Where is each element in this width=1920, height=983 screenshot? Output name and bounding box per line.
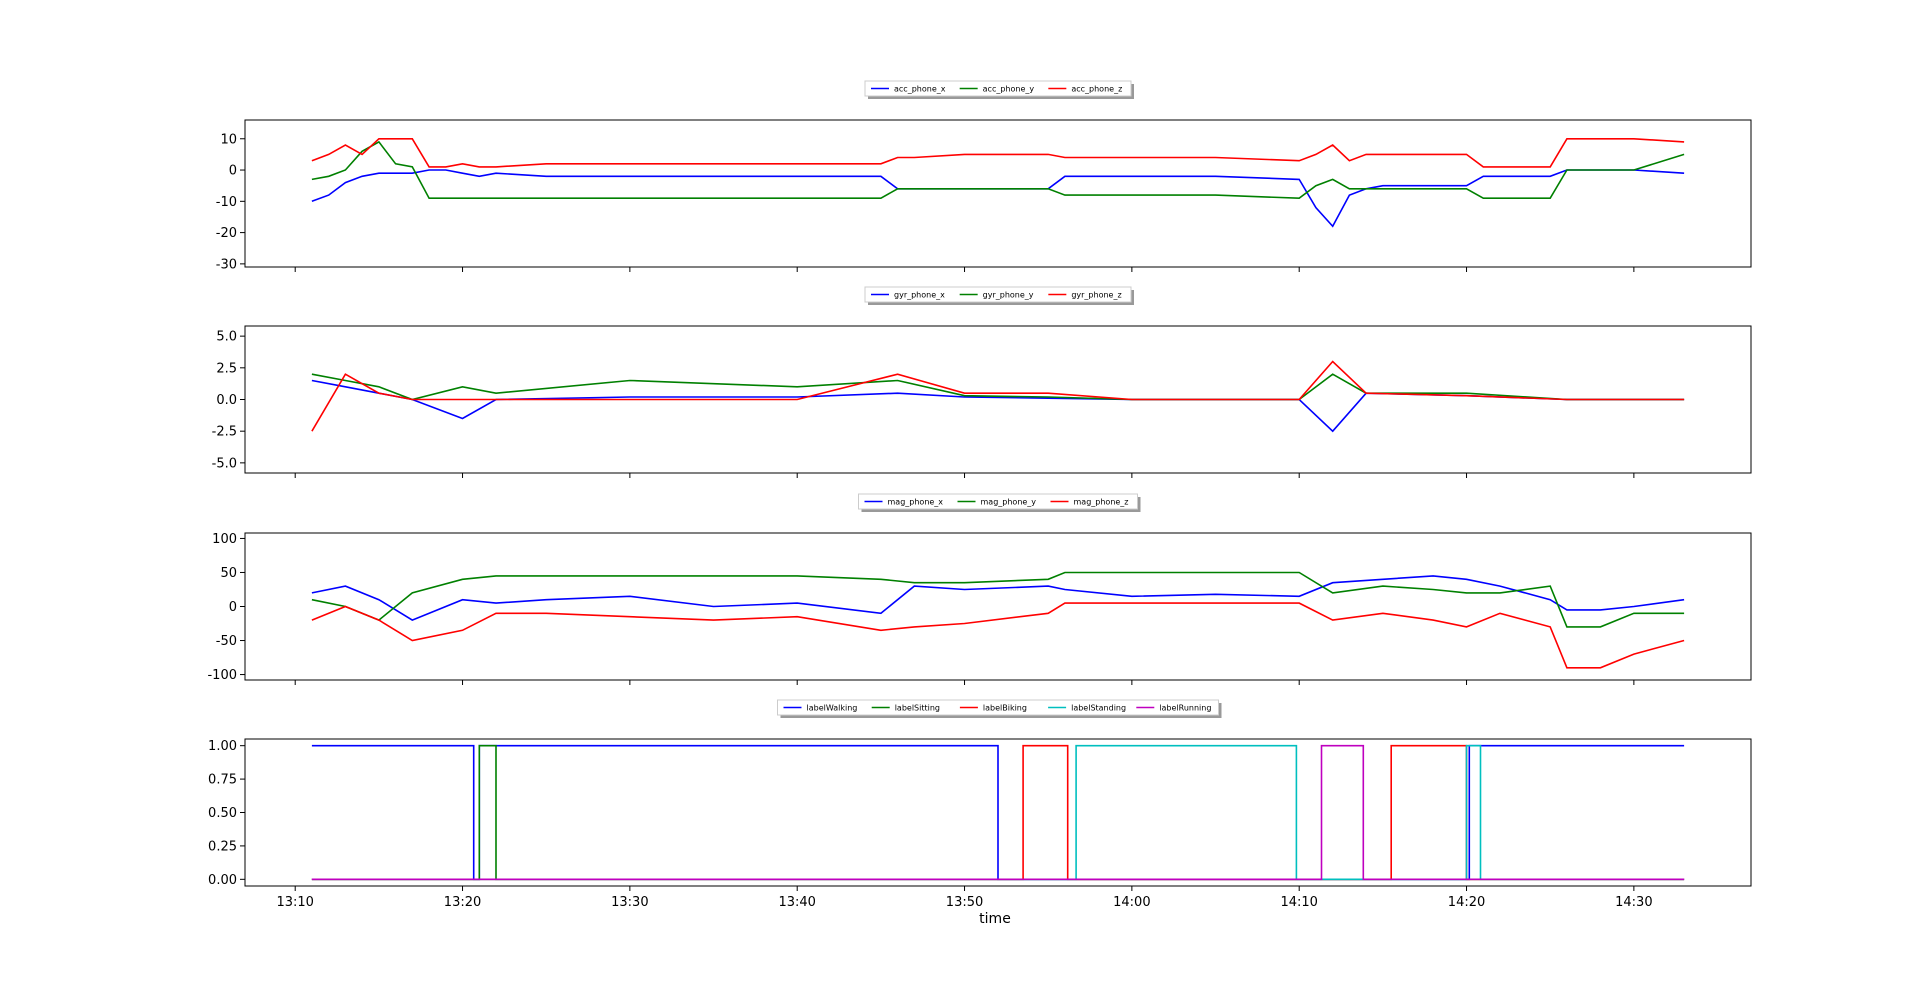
legend-label-gyr_phone_y: gyr_phone_y: [983, 291, 1034, 300]
y-tick-label: -2.5: [212, 425, 237, 440]
y-tick-label: 10: [220, 132, 237, 147]
y-tick-label: -20: [216, 226, 237, 241]
subplot-4: 0.00 0.25 0.50 0.75 1.00 13:10 13:20 13:30 13:40…: [208, 699, 1752, 910]
series-line-gyr_phone_z: [311, 360, 1685, 432]
legend-label-labelStanding: labelStanding: [1071, 704, 1126, 713]
y-tick-label: 1.00: [208, 739, 237, 754]
y-tick-label: 0.00: [208, 873, 237, 888]
y-tick-label: 50: [220, 566, 237, 581]
y-tick-label: 0.50: [208, 806, 237, 821]
legend-label-mag_phone_y: mag_phone_y: [981, 498, 1037, 507]
legend-label-labelWalking: labelWalking: [807, 704, 858, 713]
x-axis-label: time: [979, 911, 1011, 927]
legend-box: [858, 493, 1138, 510]
x-tick-label: 13:50: [946, 895, 983, 910]
y-tick-label: -5.0: [212, 456, 237, 471]
legend-box: [777, 699, 1219, 716]
y-tick-label: -30: [216, 257, 237, 272]
series-group: [311, 744, 1685, 881]
y-tick-label: 0.75: [208, 773, 237, 788]
legend-box: [864, 286, 1132, 303]
series-line-mag_phone_x: [311, 575, 1685, 621]
legend-label-labelBiking: labelBiking: [983, 704, 1027, 713]
legend-box: [864, 80, 1132, 97]
y-tick-label: 0: [229, 164, 237, 179]
x-tick-label: 14:30: [1615, 895, 1652, 910]
legend: gyr_phone_x gyr_phone_y gyr_phone_z: [864, 286, 1134, 305]
series-group: [311, 571, 1685, 669]
legend-label-acc_phone_y: acc_phone_y: [983, 85, 1035, 94]
x-tick-label: 13:40: [778, 895, 815, 910]
series-group: [311, 138, 1685, 228]
series-line-mag_phone_z: [311, 602, 1685, 669]
legend-label-mag_phone_z: mag_phone_z: [1074, 498, 1129, 507]
y-tick-label: -10: [216, 195, 237, 210]
y-tick-label: 2.5: [216, 361, 237, 376]
y-tick-label: 5.0: [216, 330, 237, 345]
legend-label-gyr_phone_z: gyr_phone_z: [1071, 291, 1121, 300]
legend-label-acc_phone_x: acc_phone_x: [894, 85, 946, 94]
legend: labelWalking labelSitting labelBiking label…: [777, 699, 1222, 718]
series-line-acc_phone_z: [311, 138, 1685, 168]
x-tick-label: 14:10: [1280, 895, 1317, 910]
x-tick-label: 13:20: [444, 895, 481, 910]
y-tick-label: 0.25: [208, 839, 237, 854]
series-group: [311, 360, 1685, 433]
series-line-acc_phone_y: [311, 140, 1685, 200]
x-tick-label: 14:20: [1448, 895, 1485, 910]
legend-label-gyr_phone_x: gyr_phone_x: [894, 291, 945, 300]
legend-label-labelSitting: labelSitting: [895, 704, 940, 713]
y-tick-label: -50: [216, 634, 237, 649]
legend-label-labelRunning: labelRunning: [1159, 704, 1211, 713]
x-tick-label: 14:00: [1113, 895, 1150, 910]
series-line-labelWalking: [311, 744, 1685, 881]
series-line-mag_phone_y: [311, 571, 1685, 628]
legend-label-acc_phone_z: acc_phone_z: [1071, 85, 1122, 94]
series-line-labelRunning: [311, 744, 1685, 881]
y-tick-label: 0: [229, 600, 237, 615]
y-tick-label: 100: [212, 532, 237, 547]
x-tick-label: 13:10: [276, 895, 313, 910]
legend-label-mag_phone_x: mag_phone_x: [888, 498, 944, 507]
y-tick-label: 0.0: [216, 393, 237, 408]
axes-frame: [244, 119, 1752, 268]
x-tick-label: 13:30: [611, 895, 648, 910]
y-tick-label: -100: [207, 668, 237, 683]
legend: mag_phone_x mag_phone_y mag_phone_z: [858, 493, 1141, 512]
legend: acc_phone_x acc_phone_y acc_phone_z: [864, 80, 1134, 99]
